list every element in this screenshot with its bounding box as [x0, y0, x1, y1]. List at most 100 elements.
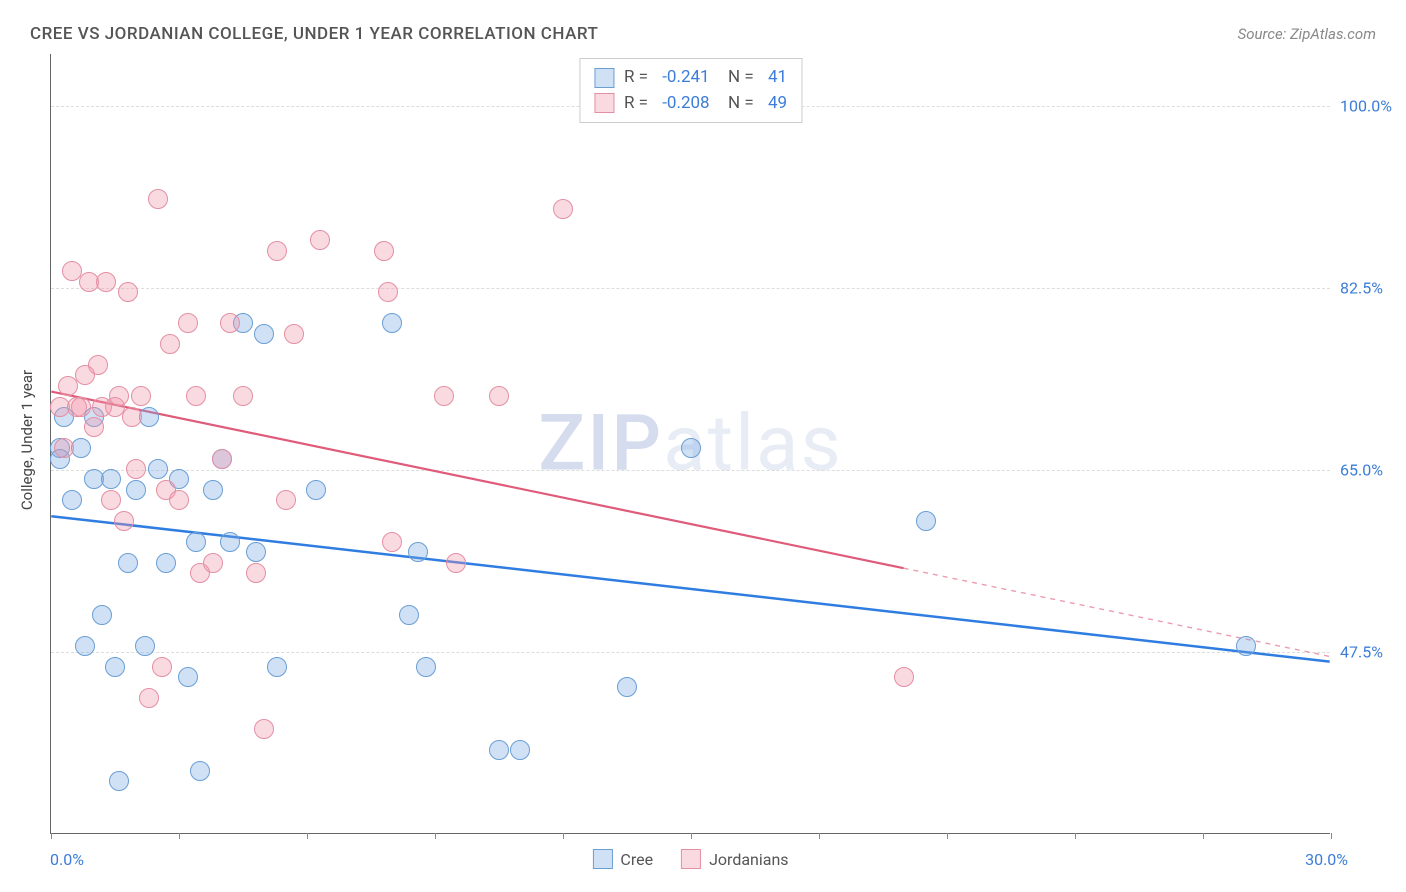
data-point [156, 553, 176, 573]
data-point [617, 677, 637, 697]
data-point [84, 417, 104, 437]
data-point [681, 438, 701, 458]
legend-swatch [681, 849, 701, 869]
data-point [489, 740, 509, 760]
data-point [246, 563, 266, 583]
data-point [105, 657, 125, 677]
legend-row: R = -0.208 N = 49 [594, 91, 787, 117]
data-point [178, 667, 198, 687]
data-point [118, 553, 138, 573]
data-point [92, 605, 112, 625]
correlation-legend: R = -0.241 N = 41R = -0.208 N = 49 [579, 58, 802, 123]
x-tick [819, 833, 820, 839]
data-point [254, 719, 274, 739]
data-point [88, 355, 108, 375]
x-tick [51, 833, 52, 839]
legend-item: Jordanians [681, 849, 788, 869]
data-point [416, 657, 436, 677]
data-point [408, 542, 428, 562]
data-point [178, 313, 198, 333]
data-point [916, 511, 936, 531]
data-point [139, 688, 159, 708]
y-axis-title: College, Under 1 year [18, 370, 36, 510]
data-point [135, 636, 155, 656]
data-point [212, 449, 232, 469]
legend-r-label: R = [624, 91, 652, 117]
series-legend: Cree Jordanians [592, 849, 788, 869]
data-point [374, 241, 394, 261]
data-point [62, 490, 82, 510]
chart-title: CREE VS JORDANIAN COLLEGE, UNDER 1 YEAR … [30, 24, 598, 44]
data-point [96, 272, 116, 292]
data-point [101, 469, 121, 489]
data-point [310, 230, 330, 250]
x-tick [435, 833, 436, 839]
gridline [51, 288, 1330, 289]
data-point [233, 386, 253, 406]
data-point [203, 480, 223, 500]
data-point [246, 542, 266, 562]
data-point [109, 771, 129, 791]
legend-swatch [594, 68, 614, 88]
data-point [1236, 636, 1256, 656]
data-point [254, 324, 274, 344]
trend-line-dashed [904, 568, 1330, 656]
data-point [148, 189, 168, 209]
y-tick-label: 47.5% [1340, 643, 1400, 662]
data-point [267, 657, 287, 677]
legend-n-label: N = [720, 65, 758, 91]
data-point [169, 490, 189, 510]
x-tick [947, 833, 948, 839]
data-point [122, 407, 142, 427]
x-tick [1331, 833, 1332, 839]
legend-n-value: 49 [768, 91, 787, 117]
data-point [114, 511, 134, 531]
data-point [203, 553, 223, 573]
x-tick [691, 833, 692, 839]
gridline [51, 470, 1330, 471]
scatter-chart: ZIPatlas R = -0.241 N = 41R = -0.208 N =… [50, 54, 1330, 834]
data-point [54, 438, 74, 458]
data-point [306, 480, 326, 500]
y-tick-label: 82.5% [1340, 279, 1400, 298]
legend-r-value: -0.208 [662, 91, 709, 117]
x-tick [563, 833, 564, 839]
data-point [152, 657, 172, 677]
data-point [284, 324, 304, 344]
data-point [118, 282, 138, 302]
data-point [446, 553, 466, 573]
data-point [382, 313, 402, 333]
data-point [267, 241, 287, 261]
data-point [276, 490, 296, 510]
data-point [220, 313, 240, 333]
data-point [894, 667, 914, 687]
data-point [190, 761, 210, 781]
y-tick-label: 65.0% [1340, 461, 1400, 480]
data-point [126, 459, 146, 479]
legend-row: R = -0.241 N = 41 [594, 65, 787, 91]
data-point [126, 480, 146, 500]
x-tick [307, 833, 308, 839]
trend-line [51, 516, 1329, 661]
y-tick-label: 100.0% [1340, 97, 1400, 116]
data-point [434, 386, 454, 406]
gridline [51, 652, 1330, 653]
data-point [489, 386, 509, 406]
data-point [75, 636, 95, 656]
x-tick [1203, 833, 1204, 839]
data-point [148, 459, 168, 479]
legend-n-label: N = [720, 91, 758, 117]
x-tick [1075, 833, 1076, 839]
legend-item: Cree [592, 849, 653, 869]
data-point [220, 532, 240, 552]
legend-series-name: Jordanians [709, 850, 788, 869]
data-point [186, 386, 206, 406]
data-point [186, 532, 206, 552]
data-point [553, 199, 573, 219]
legend-series-name: Cree [620, 850, 653, 869]
data-point [101, 490, 121, 510]
legend-r-value: -0.241 [662, 65, 709, 91]
legend-n-value: 41 [768, 65, 787, 91]
legend-r-label: R = [624, 65, 652, 91]
x-axis-max-label: 30.0% [1305, 850, 1348, 869]
